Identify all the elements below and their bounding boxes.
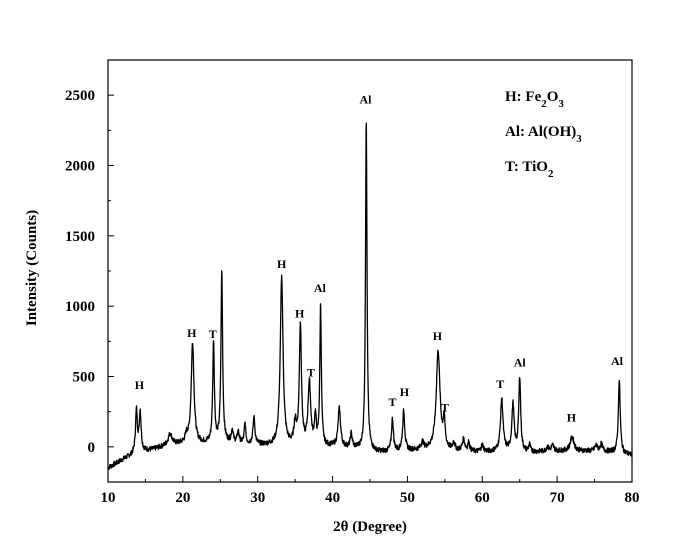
- peak-annotation: H: [433, 329, 443, 343]
- peak-annotation: T: [441, 401, 449, 415]
- peak-annotation: T: [307, 366, 315, 380]
- peak-annotation: H: [187, 326, 197, 340]
- x-tick-label: 50: [400, 490, 415, 506]
- peak-annotation: H: [567, 411, 577, 425]
- peak-annotation: T: [209, 327, 217, 341]
- peak-annotation: H: [277, 257, 287, 271]
- legend-entry: H: Fe2O3: [505, 89, 564, 110]
- y-tick-label: 500: [73, 370, 96, 386]
- peak-annotation: T: [496, 377, 504, 391]
- xrd-trace-line: [107, 122, 633, 470]
- x-tick-label: 70: [550, 490, 565, 506]
- y-tick-label: 0: [88, 440, 96, 456]
- y-tick-label: 2500: [65, 88, 95, 104]
- y-axis-title: Intensity (Counts): [24, 210, 40, 326]
- peak-annotation: H: [135, 378, 145, 392]
- y-tick-label: 2000: [65, 159, 95, 175]
- peak-annotation: Al: [514, 356, 527, 370]
- x-tick-label: 60: [475, 490, 490, 506]
- y-tick-label: 1500: [65, 229, 95, 245]
- peak-annotation: H: [295, 306, 305, 320]
- x-tick-label: 30: [250, 490, 265, 506]
- legend-entry: Al: Al(OH)3: [505, 124, 582, 145]
- x-tick-label: 80: [625, 490, 640, 506]
- x-tick-label: 10: [101, 490, 116, 506]
- peak-annotation: H: [400, 385, 410, 399]
- x-tick-label: 20: [175, 490, 190, 506]
- peak-annotation: T: [388, 395, 396, 409]
- x-tick-label: 40: [325, 490, 340, 506]
- peak-annotation: Al: [611, 354, 624, 368]
- legend-entry: T: TiO2: [505, 159, 554, 180]
- peak-annotation: Al: [314, 281, 327, 295]
- y-tick-label: 1000: [65, 299, 95, 315]
- x-axis-title: 2θ (Degree): [333, 519, 407, 535]
- peak-annotation: Al: [360, 93, 373, 107]
